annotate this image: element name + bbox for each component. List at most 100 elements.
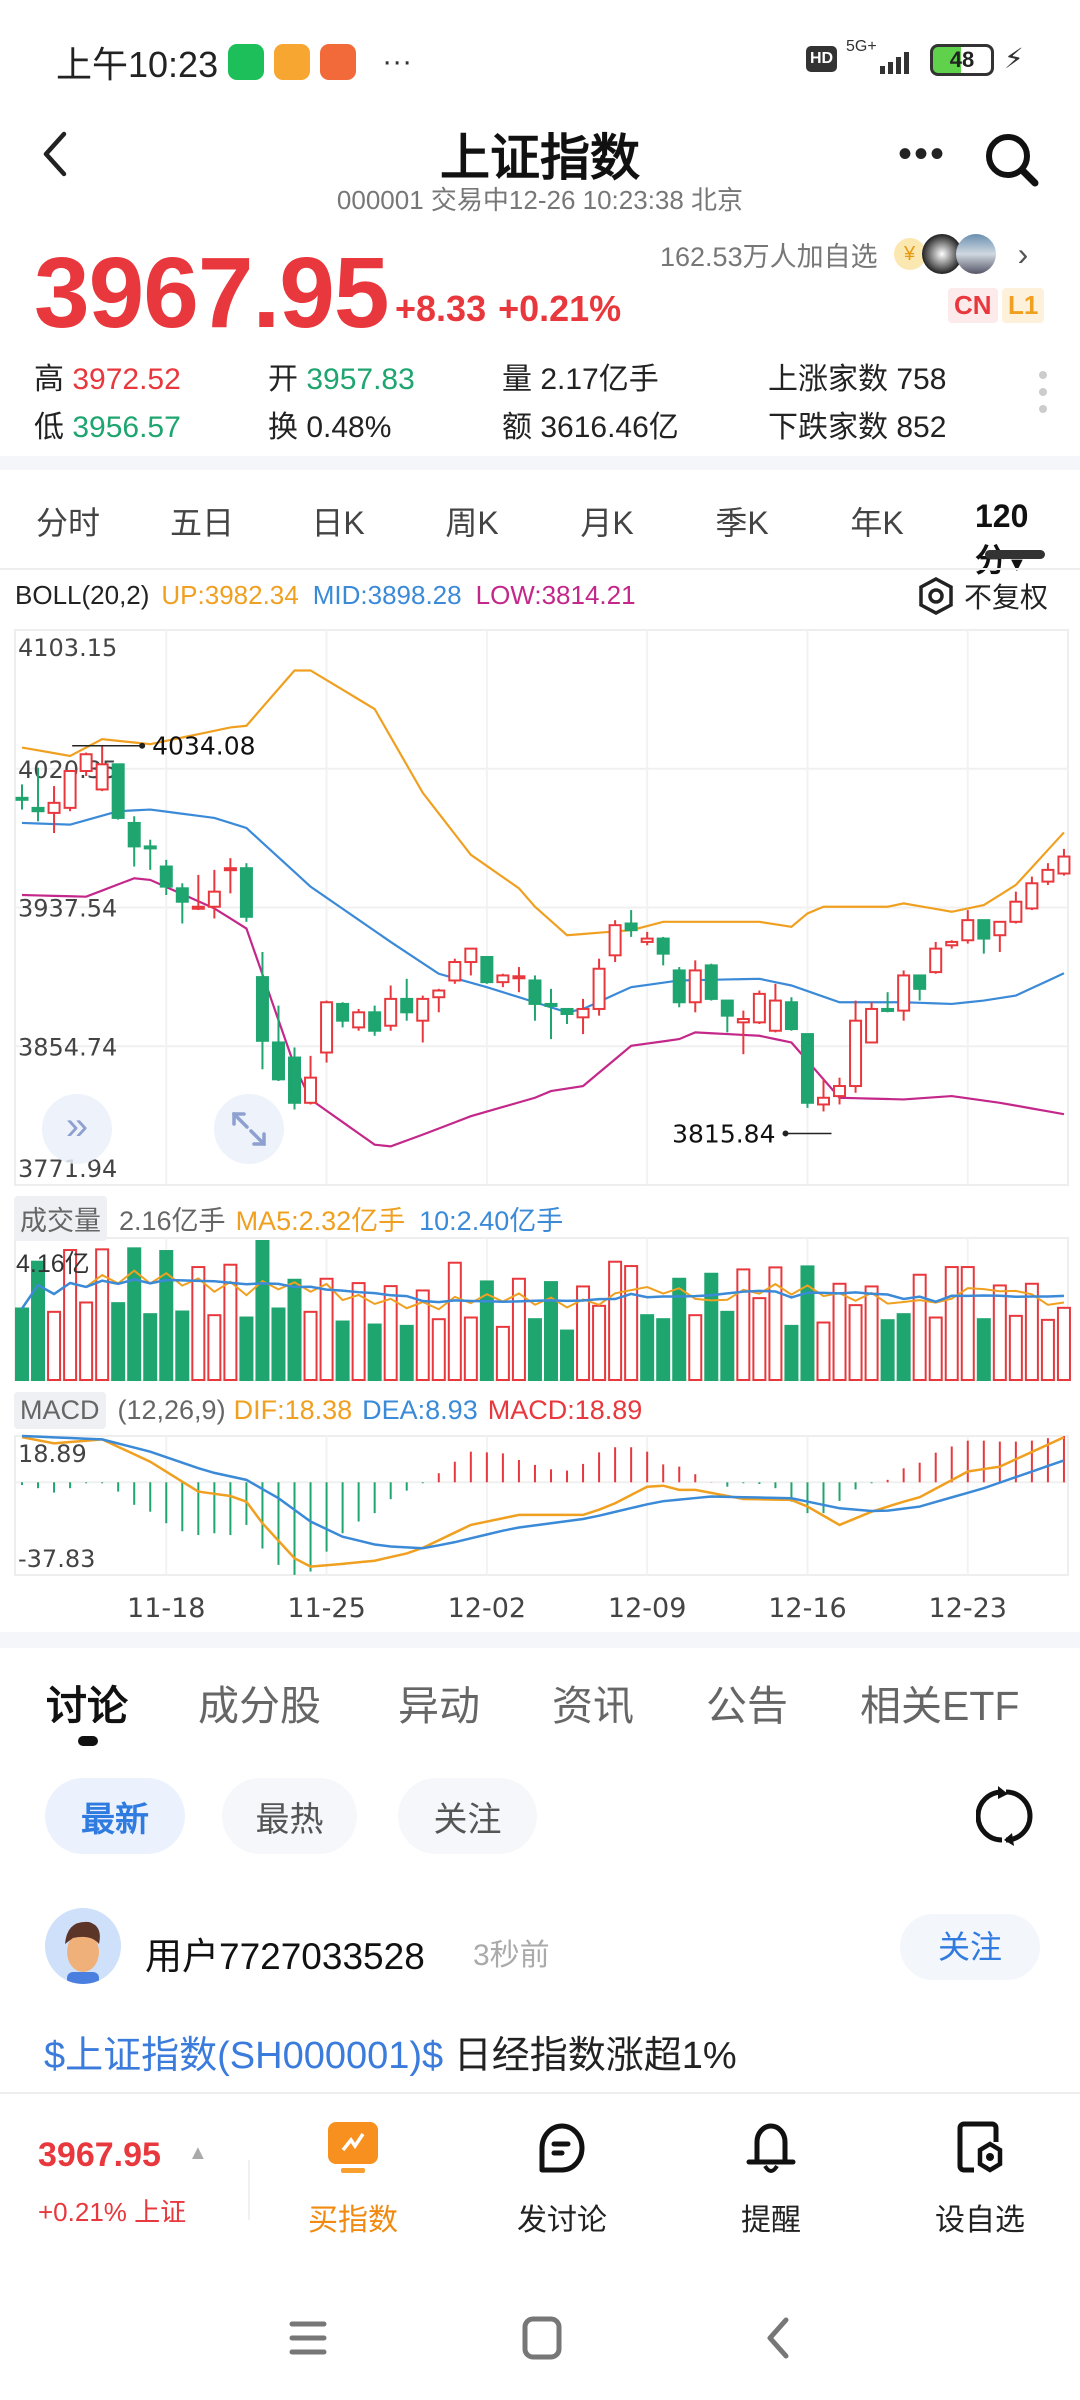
volume-bar-up [768, 1266, 783, 1381]
kline-chart[interactable]: 4103.154020.353937.543854.743771.944034.… [0, 0, 1080, 1640]
tab-announcements[interactable]: 公告 [706, 1683, 788, 1729]
volume-bar-up [1008, 1314, 1023, 1382]
candle-down [271, 1041, 285, 1081]
page-dots-indicator[interactable] [1038, 370, 1048, 416]
candle-down [720, 999, 734, 1017]
page-subtitle: 000001 交易中12-26 10:23:38 北京 [336, 185, 744, 215]
tab-discussion[interactable]: 讨论 [46, 1683, 128, 1729]
candle-up [223, 867, 237, 872]
post-content[interactable]: $上证指数(SH000001)$ 日经指数涨超1% [44, 2024, 737, 2079]
notes-app-icon [274, 44, 311, 80]
system-back-button[interactable] [758, 2316, 798, 2360]
refresh-button[interactable] [975, 1786, 1036, 1846]
alert-label: 提醒 [741, 2204, 801, 2237]
boll-up: UP:3982.34 [161, 580, 299, 610]
tab-month-k[interactable]: 月K [580, 505, 634, 541]
candle-down [656, 937, 670, 955]
volume-bar-up [1024, 1282, 1039, 1382]
divider [0, 1632, 1080, 1648]
more-button[interactable]: ••• [898, 132, 947, 176]
candle-down [784, 1001, 798, 1031]
back-button[interactable] [30, 124, 80, 184]
tab-week-k[interactable]: 周K [445, 505, 499, 541]
tab-constituents[interactable]: 成分股 [198, 1683, 321, 1729]
candle-down [704, 964, 718, 1000]
search-button[interactable] [982, 130, 1042, 190]
candle-up [304, 1076, 318, 1104]
post-time: 3秒前 [473, 1939, 550, 1972]
signal-icon [860, 50, 918, 74]
double-chevron-right-icon: » [65, 1104, 89, 1148]
tab-fenshi[interactable]: 分时 [35, 505, 101, 541]
macd-indicator-chip[interactable]: MACD [14, 1392, 106, 1429]
macd-legend: MACD (12,26,9) DIF:18.38 DEA:8.93 MACD:1… [14, 1392, 642, 1429]
volume-bar-down [976, 1318, 991, 1381]
volume-current: 2.16亿手 [119, 1206, 226, 1236]
filter-following[interactable]: 关注 [398, 1778, 537, 1854]
buy-index-button[interactable]: 买指数 [273, 2120, 433, 2239]
stat-low: 低 3956.57 [34, 411, 181, 444]
candle-down [400, 997, 414, 1014]
stock-tag-link[interactable]: $上证指数(SH000001)$ [44, 2035, 444, 2077]
tab-movements[interactable]: 异动 [398, 1683, 480, 1729]
alert-button[interactable]: 提醒 [691, 2120, 851, 2239]
stat-advancers: 上涨家数 758 [768, 363, 947, 396]
macd-axis-label: 18.89 [18, 1440, 87, 1468]
volume-bar-down [159, 1250, 174, 1382]
active-tab-indicator [78, 1736, 98, 1746]
adjust-toggle[interactable]: 不复权 [916, 576, 1048, 616]
bell-icon [746, 2123, 796, 2173]
tab-year-k[interactable]: 年K [850, 505, 904, 541]
volume-bar-up [447, 1261, 462, 1381]
status-bar: 上午10:23 ··· HD 5G+ 48 ⚡ [0, 36, 1080, 88]
volume-bar-up [1056, 1306, 1071, 1381]
filter-latest[interactable]: 最新 [45, 1778, 185, 1854]
menu-icon [289, 2321, 327, 2355]
volume-ma5-line [21, 1269, 1065, 1311]
followers-row[interactable]: 162.53万人加自选 ¥ › [660, 234, 1028, 274]
tab-five-day[interactable]: 五日 [169, 505, 235, 541]
coin-bag-icon: ¥ [893, 238, 926, 270]
candle-up [1057, 855, 1071, 875]
tab-120min[interactable]: 120分▼ [975, 498, 1029, 578]
post-discussion-button[interactable]: 发讨论 [482, 2120, 642, 2239]
candle-up [512, 975, 526, 980]
date-axis-label: 12-02 [448, 1593, 526, 1624]
volume-bar-down [800, 1265, 815, 1382]
volume-bar-down [239, 1316, 254, 1382]
candle-down [175, 887, 189, 903]
volume-bar-up [431, 1318, 446, 1381]
volume-legend: 成交量 2.16亿手 MA5:2.32亿手 10:2.40亿手 [14, 1196, 563, 1241]
home-button[interactable] [522, 2316, 562, 2360]
back-arrow-icon [43, 131, 67, 177]
volume-bar-down [656, 1318, 671, 1381]
status-time: 上午10:23 [56, 44, 219, 85]
follow-button[interactable]: 关注 [900, 1914, 1040, 1980]
tab-quarter-k[interactable]: 季K [715, 505, 769, 541]
filter-hottest[interactable]: 最热 [222, 1778, 357, 1854]
user-avatar[interactable] [45, 1908, 121, 1984]
volume-bar-down [640, 1314, 655, 1381]
volume-indicator-chip[interactable]: 成交量 [14, 1196, 107, 1241]
stat-volume: 量 2.17亿手 [502, 363, 659, 396]
fullscreen-button[interactable] [214, 1094, 284, 1164]
volume-bar-up [912, 1273, 927, 1381]
price-change: +8.33 +0.21% [395, 288, 621, 330]
expand-sidebar-button[interactable]: » [42, 1094, 112, 1164]
tab-related-etf[interactable]: 相关ETF [860, 1683, 1020, 1729]
recent-apps-button[interactable] [288, 2318, 328, 2358]
volume-bar-down [335, 1320, 350, 1382]
candle-down [159, 865, 173, 888]
post-username[interactable]: 用户7727033528 [145, 1936, 425, 1977]
tab-day-k[interactable]: 日K [311, 505, 365, 541]
add-watchlist-button[interactable]: 设自选 [900, 2120, 1060, 2239]
active-tab-indicator [985, 550, 1045, 559]
volume-bar-up [351, 1282, 366, 1381]
candle-up [95, 763, 109, 791]
tab-news[interactable]: 资讯 [552, 1683, 634, 1729]
volume-bar-up [864, 1285, 879, 1381]
volume-bar-up [944, 1266, 959, 1381]
volume-bar-up [383, 1285, 398, 1381]
candle-up [640, 937, 654, 943]
price-axis-label: 3854.74 [18, 1033, 117, 1061]
